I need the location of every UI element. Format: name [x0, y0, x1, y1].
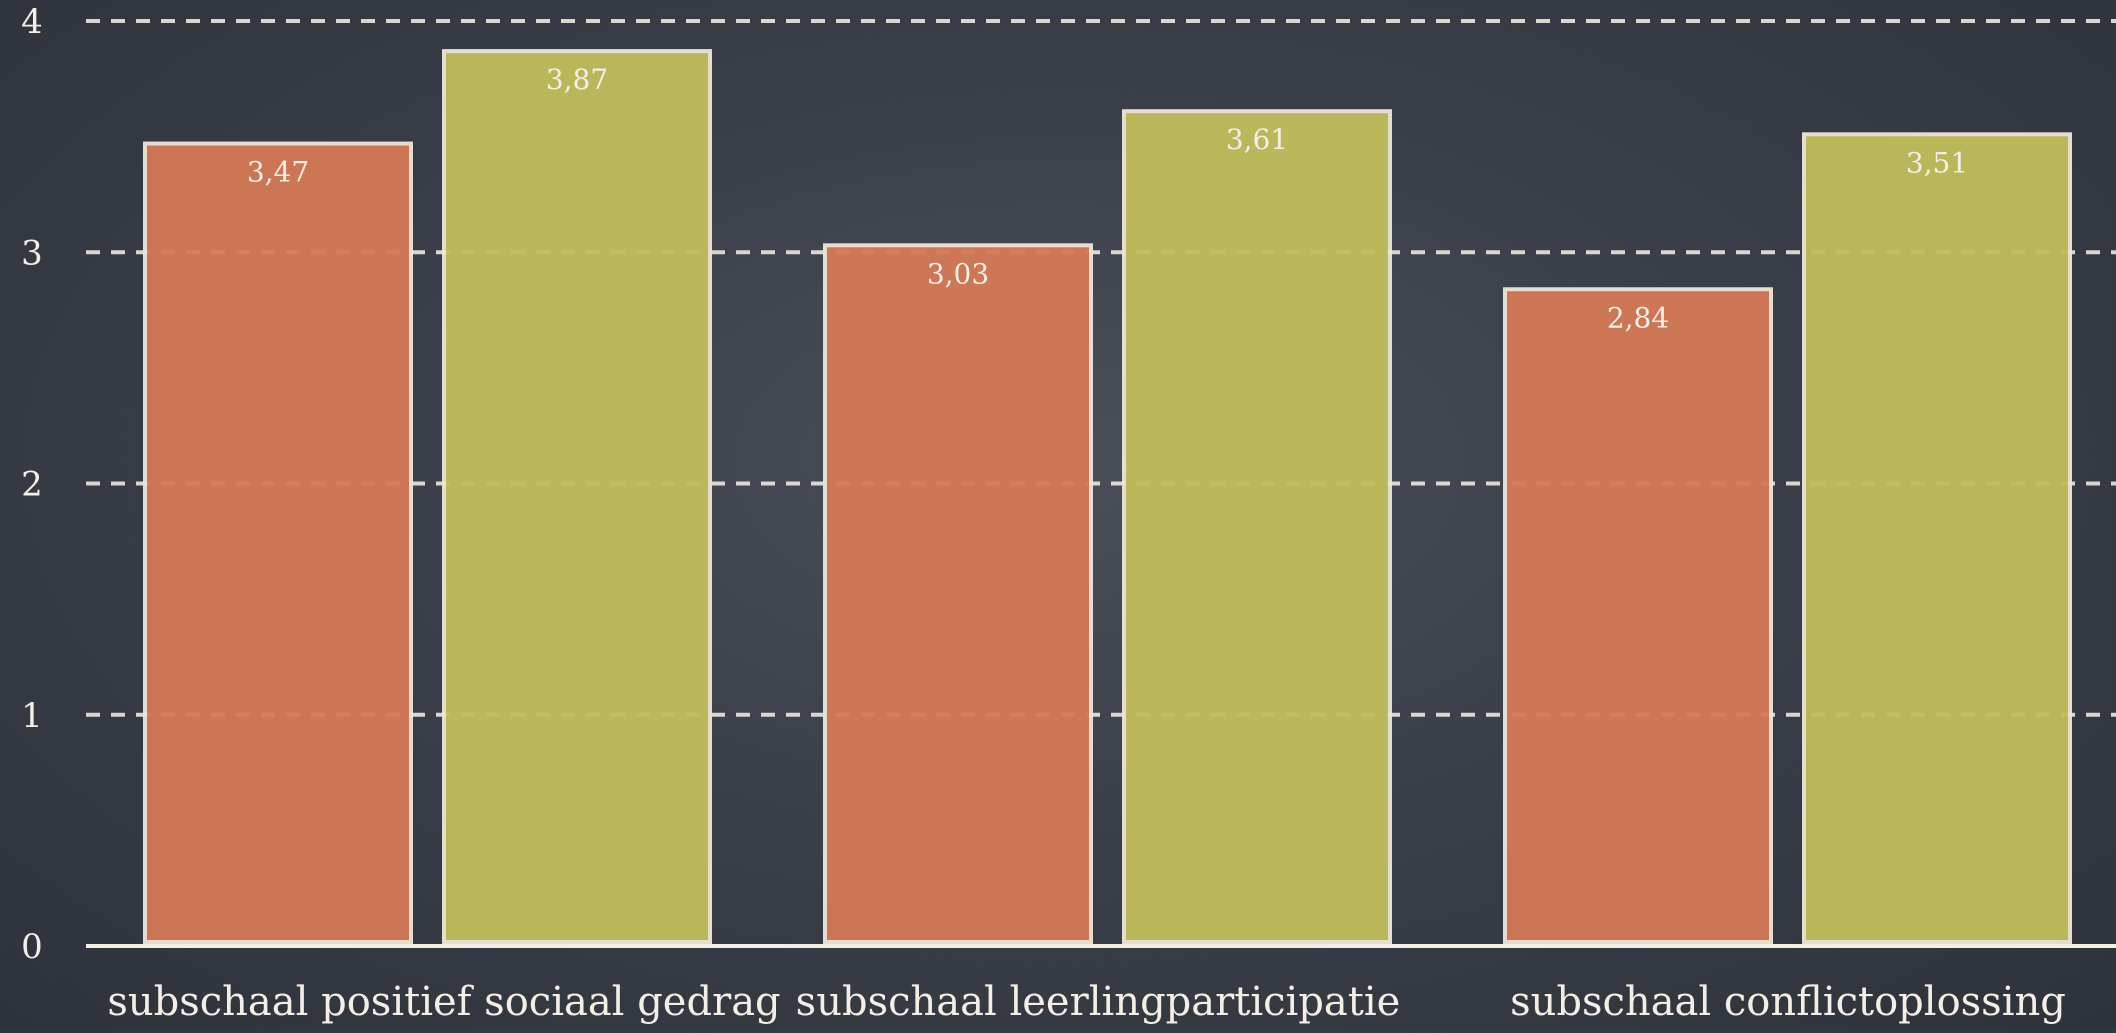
bar-series-1-1 — [143, 141, 413, 944]
bar-series-1-2 — [823, 243, 1093, 944]
bar-value-label: 3,61 — [1226, 123, 1288, 156]
bar-value-label: 3,03 — [927, 257, 989, 290]
axes: 0 1 2 3 4 — [21, 2, 2116, 967]
bar-series-1-3 — [1503, 287, 1773, 944]
x-category-label: subschaal leerlingparticipatie — [796, 979, 1401, 1025]
y-tick-label: 4 — [21, 2, 43, 42]
bar-value-label: 3,47 — [247, 156, 309, 189]
x-category-label: subschaal positief sociaal gedrag — [107, 979, 780, 1025]
y-tick-label: 0 — [21, 927, 43, 967]
bar-value-label: 3,51 — [1906, 146, 1968, 179]
gridlines — [86, 19, 2116, 717]
y-tick-label: 1 — [21, 696, 43, 736]
x-category-label: subschaal conflictoplossing — [1510, 979, 2066, 1025]
bar-value-label: 3,87 — [546, 63, 608, 96]
labels: 3,47 3,03 2,84 3,87 3,61 3,51 subschaal positi… — [107, 63, 2066, 1025]
bars — [143, 49, 2072, 944]
bar-series-2-2 — [1122, 109, 1392, 944]
y-tick-label: 2 — [21, 465, 43, 505]
bar-series-2-3 — [1802, 132, 2072, 944]
bar-value-label: 2,84 — [1607, 301, 1669, 334]
y-tick-label: 3 — [21, 233, 43, 273]
bar-series-2-1 — [442, 49, 712, 944]
